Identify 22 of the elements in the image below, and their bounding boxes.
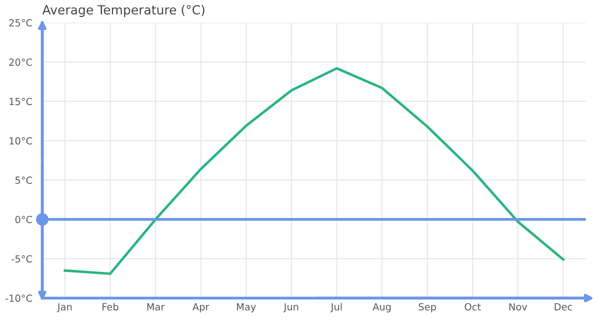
line-series [64, 67, 564, 275]
x-tick-label: Mar [147, 303, 165, 310]
x-tick-label: Apr [192, 303, 210, 312]
x-tick-label: Sep [418, 303, 436, 312]
x-tick-label: Jun [283, 303, 298, 312]
chart-title: Average Temperature (°C) [42, 4, 204, 17]
x-tick-label: Jan [56, 303, 72, 312]
y-tick-label: 25°C [9, 19, 32, 27]
y-tick-label: -10°C [6, 294, 32, 302]
y-tick-label: 5°C [15, 176, 32, 184]
y-tick-label: 0°C [15, 216, 32, 224]
y-tick-label: 20°C [9, 58, 32, 66]
x-tick-label: Jul [330, 302, 342, 312]
x-tick-label: Nov [509, 303, 528, 310]
x-tick-label: Aug [372, 303, 391, 312]
x-tick-label: Dec [554, 303, 572, 310]
y-tick-label: 10°C [10, 137, 32, 145]
x-tick-label: Oct [464, 303, 481, 310]
y-tick-label: -5°C [12, 255, 32, 263]
x-tick-label: Feb [102, 302, 118, 310]
y-tick-label: 15°C [10, 98, 32, 106]
x-tick-label: May [237, 303, 256, 312]
